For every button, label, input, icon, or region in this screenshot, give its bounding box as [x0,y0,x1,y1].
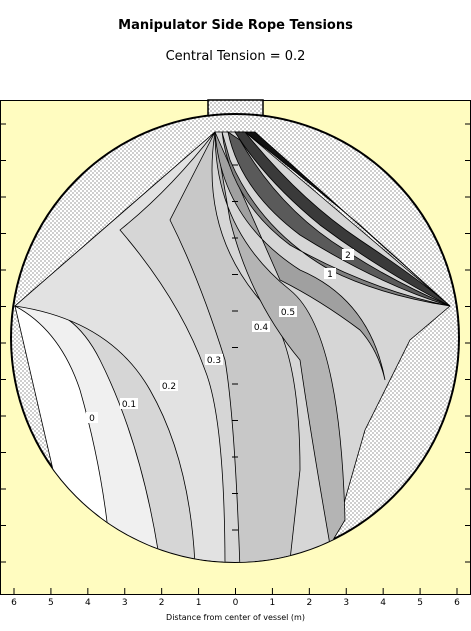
chart-title: Manipulator Side Rope Tensions [118,18,353,33]
x-tick-label: 0 [233,598,239,608]
band-0.3 [169,131,301,562]
center-tick-marks [232,164,238,531]
contour-label: 0.1 [122,400,136,410]
contour-label: 0.4 [254,323,269,333]
x-tick-label: 4 [85,598,91,608]
x-tick-label: 4 [380,598,386,608]
contour-label: 0.3 [207,356,221,366]
y-tick-marks [0,123,471,563]
x-tick-label: 3 [343,598,349,608]
x-tick-label: 5 [48,598,54,608]
x-tick-label: 1 [270,598,276,608]
band-0.2 [14,131,226,562]
band-max [243,131,451,307]
x-tick-label: 6 [11,598,17,608]
x-tick-label: 2 [306,598,312,608]
contour-label: 1 [327,270,333,280]
contour-label: 0 [89,414,95,424]
x-tick-label: 6 [454,598,460,608]
x-tick-label: 1 [196,598,202,608]
x-axis-label: Distance from center of vessel (m) [166,613,305,622]
contour-label: 0.5 [281,308,295,318]
contour-label: 0.2 [162,382,176,392]
band-0.5 [214,131,386,381]
band-0.4 [214,131,346,547]
contour-bands [14,131,451,562]
x-axis: 6 5 4 3 2 1 0 1 2 3 4 5 6 [11,588,460,608]
chart-subtitle: Central Tension = 0.2 [165,49,306,64]
x-tick-label: 5 [417,598,423,608]
contour-labels: 0 0.1 0.2 0.3 0.4 0.5 1 2 [86,249,354,424]
x-tick-label: 2 [159,598,165,608]
x-tick-label: 3 [122,598,128,608]
band-0 [14,305,109,531]
contour-label: 2 [345,251,351,261]
